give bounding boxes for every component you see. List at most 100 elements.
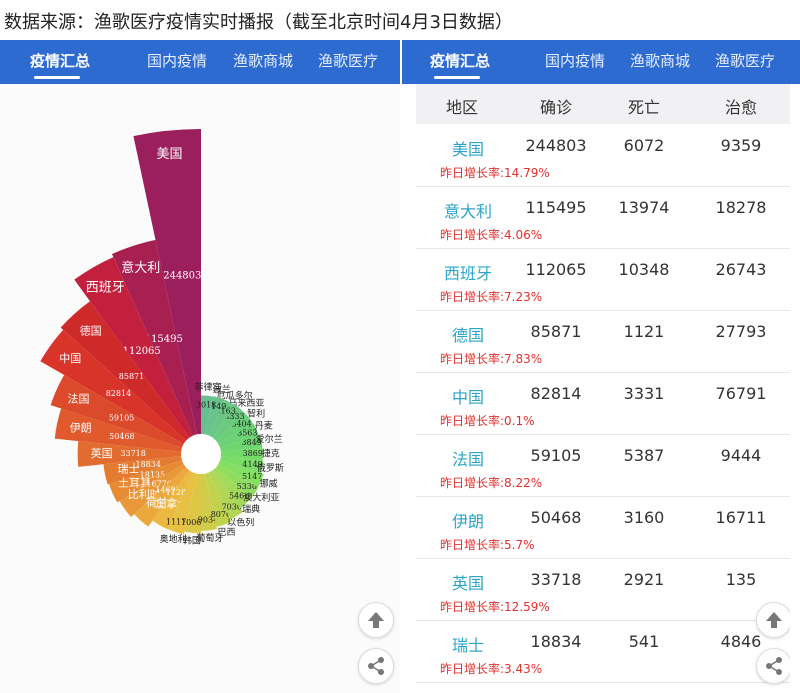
share-button[interactable] xyxy=(756,648,790,684)
growth-value: 7.23% xyxy=(504,290,543,304)
growth-rate: 昨日增长率:5.7% xyxy=(440,536,535,553)
tab-summary[interactable]: 疫情汇总 xyxy=(430,52,491,70)
growth-rate: 昨日增长率:8.22% xyxy=(440,474,542,491)
rose-sector[interactable] xyxy=(218,423,259,448)
deaths-cell: 10348 xyxy=(618,260,670,279)
sector-label: 巴西 xyxy=(217,527,235,538)
column-header-confirmed: 确诊 xyxy=(539,98,573,117)
tab-mall[interactable]: 渔歌商城 xyxy=(630,52,691,70)
sector-label: 土耳其 xyxy=(118,477,151,490)
rose-sector[interactable] xyxy=(108,460,184,503)
cured-cell: 9359 xyxy=(720,136,762,155)
sector-value: 59105 xyxy=(109,414,134,423)
region-cell: 意大利 xyxy=(443,202,493,221)
confirmed-cell: 85871 xyxy=(530,322,582,341)
table-row[interactable]: 英国 33718 2921 135 昨日增长率:12.59% xyxy=(416,558,790,621)
growth-label: 昨日增长率: xyxy=(440,290,505,304)
rose-sector[interactable] xyxy=(103,456,182,485)
table-row[interactable]: 中国 82814 3331 76791 昨日增长率:0.1% xyxy=(416,372,790,435)
active-tab-indicator xyxy=(34,76,80,79)
sector-value: 5330 xyxy=(237,482,257,491)
growth-label: 昨日增长率: xyxy=(440,600,505,614)
rose-sector[interactable] xyxy=(205,472,232,527)
rose-sector[interactable] xyxy=(54,408,182,452)
rose-sector[interactable] xyxy=(220,434,263,452)
tab-domestic[interactable]: 国内疫情 xyxy=(545,52,606,70)
table-row[interactable]: 西班牙 112065 10348 26743 昨日增长率:7.23% xyxy=(416,248,790,311)
region-cell: 瑞士 xyxy=(451,636,485,655)
sector-label: 奥地利 xyxy=(160,533,187,545)
confirmed-cell: 18834 xyxy=(530,632,582,651)
rose-sector[interactable] xyxy=(50,374,184,448)
rose-sector[interactable] xyxy=(74,257,193,438)
cured-cell: 27793 xyxy=(715,322,767,341)
rose-sector[interactable] xyxy=(209,470,244,520)
arrow-up-icon xyxy=(368,612,384,628)
rose-sector[interactable] xyxy=(215,464,259,499)
sector-value: 3333 xyxy=(224,412,244,421)
growth-value: 12.59% xyxy=(504,600,550,614)
share-button[interactable] xyxy=(358,648,394,684)
table-row[interactable]: 美国 244803 6072 9359 昨日增长率:14.79% xyxy=(416,124,790,187)
table-row[interactable]: 伊朗 50468 3160 16711 昨日增长率:5.7% xyxy=(416,496,790,559)
tab-domestic[interactable]: 国内疫情 xyxy=(147,52,208,70)
rose-sector[interactable] xyxy=(40,329,187,444)
sector-value: 5466 xyxy=(229,491,249,500)
sector-value: 16770 xyxy=(146,479,171,488)
deaths-cell: 3331 xyxy=(623,384,665,403)
sector-value: 18834 xyxy=(135,460,160,469)
tab-medical[interactable]: 渔歌医疗 xyxy=(318,52,379,70)
confirmed-cell: 244803 xyxy=(525,136,587,155)
sector-label: 挪威 xyxy=(260,478,278,490)
rose-sector[interactable] xyxy=(152,470,193,530)
rose-sector[interactable] xyxy=(212,467,251,509)
sector-value: 4149 xyxy=(242,460,262,469)
rose-sector[interactable] xyxy=(119,464,187,517)
tab-medical[interactable]: 渔歌医疗 xyxy=(715,52,776,70)
rose-sector[interactable] xyxy=(111,239,197,436)
sector-value: 3163 xyxy=(215,406,235,415)
rose-sector[interactable] xyxy=(220,447,263,461)
rose-sector[interactable] xyxy=(134,467,190,527)
sector-label: 厄瓜多尔 xyxy=(217,389,253,401)
sector-value: 85871 xyxy=(119,372,144,381)
page-header: 数据来源：渔歌医疗疫情实时播报（截至北京时间4月3日数据） xyxy=(0,0,800,40)
rose-sector[interactable] xyxy=(77,441,182,467)
sector-label: 瑞士 xyxy=(118,461,140,475)
rose-sector[interactable] xyxy=(209,399,236,438)
region-cell: 西班牙 xyxy=(443,264,493,283)
rose-sector[interactable] xyxy=(220,456,264,474)
rose-sector[interactable] xyxy=(201,395,214,435)
rose-sector[interactable] xyxy=(212,405,246,441)
deaths-cell: 541 xyxy=(628,632,660,651)
rose-sector[interactable] xyxy=(60,301,190,441)
rose-sector[interactable] xyxy=(184,473,201,534)
sector-label: 丹麦 xyxy=(255,420,273,432)
table-row[interactable]: 意大利 115495 13974 18278 昨日增长率:4.06% xyxy=(416,186,790,249)
column-header-cured: 治愈 xyxy=(724,98,758,117)
sector-value: 14697 xyxy=(155,486,180,495)
active-tab-indicator xyxy=(434,76,480,79)
rose-sector[interactable] xyxy=(205,396,226,436)
confirmed-cell: 112065 xyxy=(525,260,587,279)
growth-value: 14.79% xyxy=(504,166,550,180)
table-row[interactable]: 德国 85871 1121 27793 昨日增长率:7.83% xyxy=(416,310,790,373)
scroll-top-button[interactable] xyxy=(358,602,394,638)
growth-label: 昨日增长率: xyxy=(440,538,505,552)
table-row[interactable]: 法国 59105 5387 9444 昨日增长率:8.22% xyxy=(416,434,790,497)
sector-label: 以色列 xyxy=(227,516,254,528)
table-row[interactable]: 瑞士 18834 541 4846 昨日增长率:3.43% xyxy=(416,620,790,683)
sector-label: 美国 xyxy=(157,147,183,162)
rose-sector[interactable] xyxy=(218,460,264,487)
rose-sector[interactable] xyxy=(201,473,217,531)
tab-summary[interactable]: 疫情汇总 xyxy=(30,52,91,70)
sector-value: 3149 xyxy=(206,402,226,411)
rose-sector[interactable] xyxy=(167,472,197,535)
tab-mall[interactable]: 渔歌商城 xyxy=(233,52,294,70)
growth-rate: 昨日增长率:0.1% xyxy=(440,412,535,429)
nav-bar-left: 疫情汇总 国内疫情 渔歌商城 渔歌医疗 xyxy=(0,40,400,84)
region-cell: 伊朗 xyxy=(451,512,485,531)
rose-sector[interactable] xyxy=(215,413,254,444)
rose-sector[interactable] xyxy=(133,129,201,435)
scroll-top-button[interactable] xyxy=(756,602,790,638)
